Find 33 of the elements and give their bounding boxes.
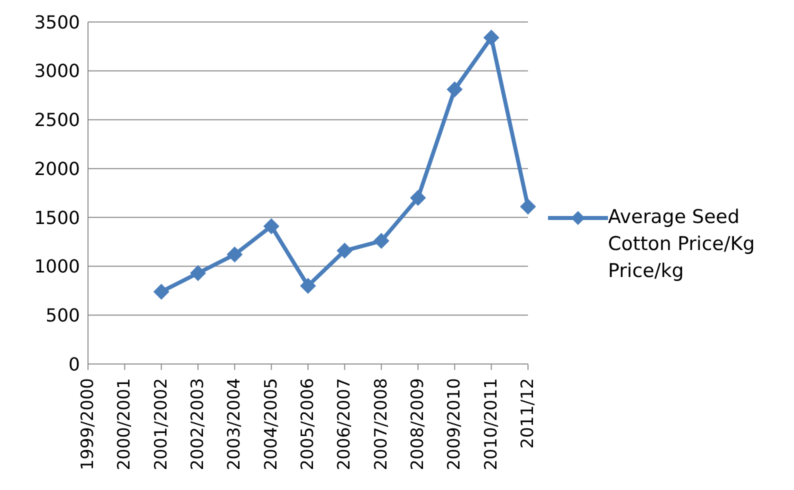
y-tick-label: 2000 (34, 158, 80, 180)
point (446, 81, 463, 98)
y-tick-label: 1500 (34, 208, 80, 229)
x-tick-label: 2007/2008 (371, 378, 392, 470)
y-tick-label: 0 (68, 354, 80, 376)
point (483, 30, 500, 46)
y-tick-label: 1000 (34, 256, 80, 278)
x-tick-label: 2006/2007 (334, 378, 355, 470)
point (153, 284, 170, 300)
legend-label: Average Seed Cotton Price/Kg Price/kg (608, 204, 756, 284)
point (263, 218, 280, 234)
y-tick-label: 2500 (34, 110, 80, 132)
x-tick-label: 2003/2004 (224, 378, 245, 470)
x-tick-label: 2009/2010 (444, 378, 465, 470)
point (410, 190, 426, 206)
x-tick-label: 2000/2001 (114, 378, 135, 470)
point (336, 242, 353, 259)
y-tick-label: 3000 (34, 61, 80, 82)
x-tick-label: 2004/2005 (261, 378, 282, 470)
x-tick-label: 2005/2006 (298, 378, 318, 470)
point (373, 232, 390, 249)
x-tick-label: 2001/2002 (151, 378, 172, 470)
y-tick-label: 3500 (34, 12, 80, 34)
point (520, 198, 536, 215)
x-tick-label: 2008/2009 (408, 378, 428, 470)
y-tick-label: 500 (46, 306, 80, 327)
x-tick-label: 2010/2011 (481, 378, 502, 470)
x-tick-label: 2011/12 (518, 378, 538, 449)
point (300, 278, 316, 294)
x-tick-label: 1999/2000 (78, 378, 98, 470)
x-tick-label: 2002/2003 (188, 378, 208, 470)
point (226, 246, 243, 263)
point (190, 265, 206, 282)
